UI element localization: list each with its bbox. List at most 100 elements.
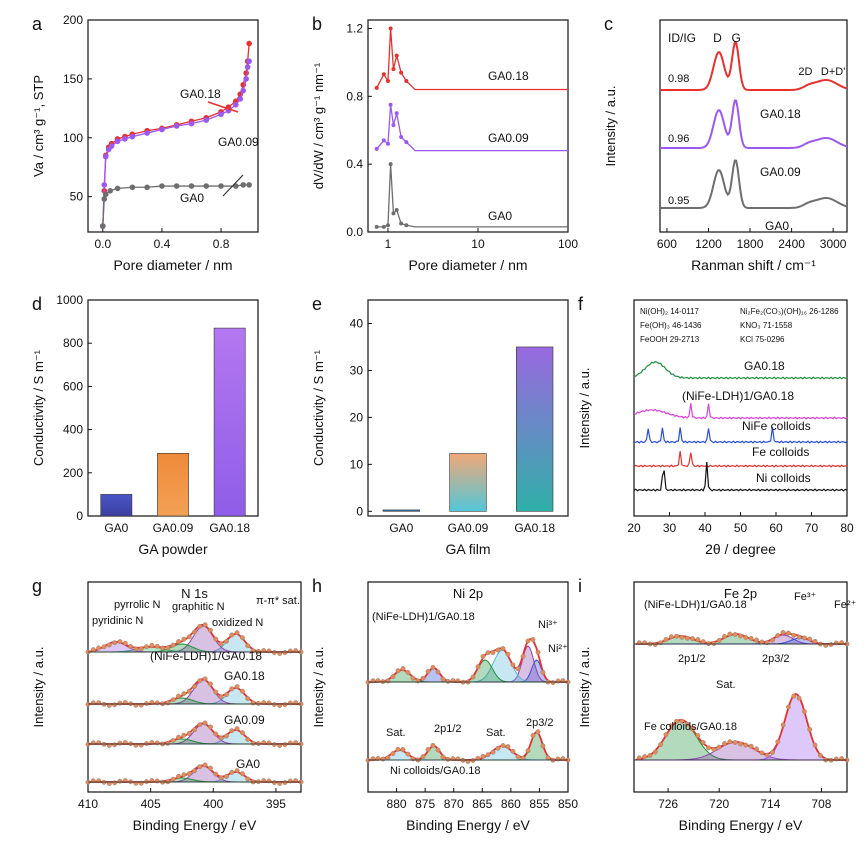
data-point xyxy=(176,734,181,740)
data-point xyxy=(385,755,391,761)
panel-g-title: N 1s xyxy=(181,586,208,601)
data-point xyxy=(229,769,235,775)
panel-d-xlabel: GA powder xyxy=(138,541,208,557)
x-tick-label: 30 xyxy=(663,521,677,535)
bar-GA0.09 xyxy=(157,453,189,517)
panel-e-frame xyxy=(367,299,569,517)
data-point xyxy=(445,678,451,684)
data-point xyxy=(400,666,406,671)
x-tick-label: 880 xyxy=(387,797,407,811)
x-tick-label: 726 xyxy=(658,797,678,811)
data-point xyxy=(117,639,123,645)
annotation-fe-colloids: Fe colloids xyxy=(752,445,809,459)
data-point xyxy=(149,740,155,745)
data-point xyxy=(218,641,224,647)
x-tick-label: 1800 xyxy=(737,237,764,251)
data-point xyxy=(770,749,775,755)
data-point xyxy=(192,727,197,733)
x-tick-label: 850 xyxy=(558,797,578,811)
data-point xyxy=(505,651,511,657)
data-point xyxy=(695,637,701,642)
ratio-ga0: 0.95 xyxy=(668,195,689,207)
data-point xyxy=(700,740,706,745)
peak-2d: 2D xyxy=(798,66,812,78)
data-point xyxy=(122,640,128,646)
data-point xyxy=(722,741,727,746)
panel-i-frame xyxy=(633,581,848,793)
data-point xyxy=(440,676,446,682)
data-point xyxy=(679,634,685,640)
x-tick-label: 50 xyxy=(734,521,748,535)
data-point xyxy=(224,692,229,697)
data-point xyxy=(202,720,208,726)
data-point xyxy=(430,742,436,748)
y-tick-label: 40 xyxy=(350,316,364,330)
data-point xyxy=(245,736,251,742)
panel-h-letter: h xyxy=(312,576,322,596)
data-point xyxy=(658,742,664,747)
data-point xyxy=(480,753,486,759)
ratio-label: ID/IG xyxy=(668,31,696,45)
data-point xyxy=(695,733,701,738)
data-point xyxy=(176,773,181,779)
data-point xyxy=(385,79,390,84)
data-point xyxy=(287,778,293,784)
x-tick-label: 400 xyxy=(203,797,223,811)
panel-f-xlabel: 2θ / degree xyxy=(705,541,776,557)
data-point xyxy=(170,642,176,648)
data-point xyxy=(754,637,759,643)
data-point xyxy=(208,765,213,771)
data-point xyxy=(229,728,235,734)
panel-c-xticks: 600 1200 1800 2400 3000 xyxy=(657,228,847,251)
panel-h-xlabel: Binding Energy / eV xyxy=(406,817,530,833)
panel-h-title: Ni 2p xyxy=(453,586,483,601)
data-point xyxy=(399,135,404,140)
data-point xyxy=(420,675,426,681)
data-point xyxy=(271,702,277,707)
panel-b-xticks: 1 10 100 xyxy=(385,228,578,251)
data-point xyxy=(255,741,261,746)
data-point xyxy=(282,742,288,747)
panel-c-ylabel: Intensity / a.u. xyxy=(603,86,618,167)
data-point xyxy=(245,696,251,701)
data-point xyxy=(490,749,496,755)
data-point xyxy=(786,704,791,710)
x-tick-label: 395 xyxy=(266,797,286,811)
data-point xyxy=(154,740,160,746)
data-point xyxy=(828,642,834,647)
panel-d-ylabel: Conductivity / S m⁻¹ xyxy=(31,349,46,466)
data-point xyxy=(663,732,669,738)
panel-g-letter: g xyxy=(32,576,42,596)
data-point xyxy=(250,740,256,746)
data-point xyxy=(287,740,293,746)
panel-g-frame xyxy=(87,581,302,793)
x-tick-label: 708 xyxy=(811,797,831,811)
annotation-ga0: GA0 xyxy=(765,219,789,233)
bar-GA0.09 xyxy=(449,453,487,512)
panel-b-yticks: 0.0 0.4 0.8 1.2 xyxy=(346,21,372,239)
data-point xyxy=(475,755,481,761)
data-point xyxy=(181,772,187,778)
x-tick-label: 600 xyxy=(657,237,677,251)
data-point xyxy=(520,654,526,659)
panel-b-ylabel: dV/dW / cm³ g⁻¹ nm⁻¹ xyxy=(311,62,326,189)
x-tick-label: 1 xyxy=(385,237,392,251)
y-tick-label: 200 xyxy=(63,466,83,480)
data-point xyxy=(807,727,813,732)
data-point xyxy=(170,697,176,703)
data-point xyxy=(381,138,386,143)
x-tick-label: 0.0 xyxy=(94,237,111,251)
data-point xyxy=(500,646,506,651)
data-point xyxy=(391,67,396,72)
data-point xyxy=(515,754,521,760)
panel-d-yticks: 0 200 400 600 800 1000 xyxy=(56,293,92,523)
annotation-ga009: GA0.09 xyxy=(760,165,801,179)
data-point xyxy=(282,780,288,785)
data-point xyxy=(165,700,171,706)
data-point xyxy=(234,630,240,636)
category-label: GA0.18 xyxy=(209,521,250,535)
data-point xyxy=(743,635,749,640)
data-point xyxy=(374,224,379,229)
series-GA0 xyxy=(99,182,252,229)
data-point xyxy=(114,185,121,192)
